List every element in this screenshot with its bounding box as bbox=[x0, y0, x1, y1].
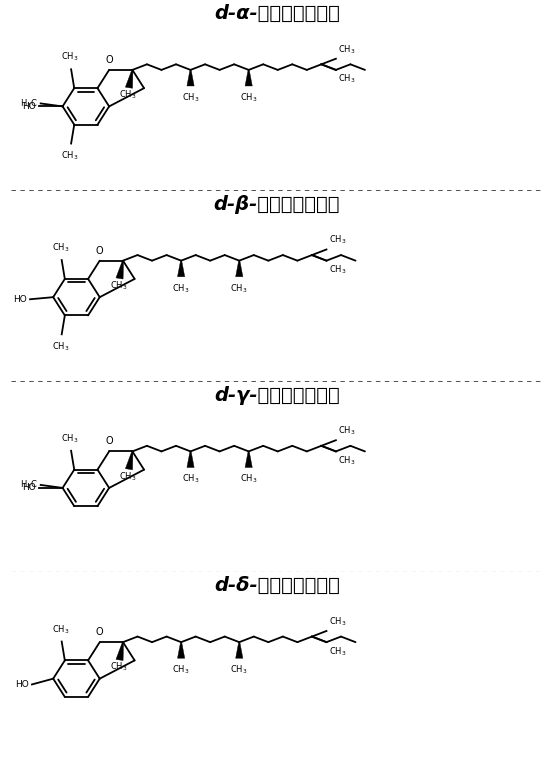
Text: CH$_3$: CH$_3$ bbox=[338, 425, 356, 437]
Text: CH$_3$: CH$_3$ bbox=[119, 89, 137, 101]
Text: CH$_3$: CH$_3$ bbox=[182, 92, 199, 104]
Text: CH$_3$: CH$_3$ bbox=[119, 470, 137, 483]
Text: d-α-トコフェロール: d-α-トコフェロール bbox=[214, 4, 340, 23]
Polygon shape bbox=[125, 452, 133, 470]
Text: CH$_3$: CH$_3$ bbox=[329, 616, 346, 628]
Text: H$_3$C: H$_3$C bbox=[19, 97, 37, 110]
Text: CH$_3$: CH$_3$ bbox=[240, 92, 258, 104]
Text: CH$_3$: CH$_3$ bbox=[172, 664, 190, 676]
Polygon shape bbox=[245, 70, 252, 86]
Text: d-β-トコフェロール: d-β-トコフェロール bbox=[214, 195, 340, 214]
Text: HO: HO bbox=[13, 295, 27, 304]
Text: CH$_3$: CH$_3$ bbox=[338, 455, 356, 467]
Text: HO: HO bbox=[22, 484, 36, 492]
Text: CH$_3$: CH$_3$ bbox=[230, 282, 248, 295]
Text: CH$_3$: CH$_3$ bbox=[338, 43, 356, 56]
Polygon shape bbox=[125, 70, 133, 89]
Text: d-γ-トコフェロール: d-γ-トコフェロール bbox=[214, 385, 340, 404]
Text: CH$_3$: CH$_3$ bbox=[329, 264, 346, 276]
Text: CH$_3$: CH$_3$ bbox=[61, 433, 79, 445]
Text: CH$_3$: CH$_3$ bbox=[52, 623, 69, 636]
Text: CH$_3$: CH$_3$ bbox=[240, 473, 258, 485]
Polygon shape bbox=[177, 261, 184, 277]
Polygon shape bbox=[187, 70, 194, 86]
Text: O: O bbox=[105, 55, 113, 65]
Text: CH$_3$: CH$_3$ bbox=[52, 340, 69, 353]
Text: CH$_3$: CH$_3$ bbox=[182, 473, 199, 485]
Text: d-δ-トコフェロール: d-δ-トコフェロール bbox=[214, 576, 340, 595]
Text: CH$_3$: CH$_3$ bbox=[329, 645, 346, 658]
Polygon shape bbox=[235, 261, 243, 277]
Text: H$_3$C: H$_3$C bbox=[19, 478, 37, 491]
Polygon shape bbox=[116, 261, 124, 279]
Text: CH$_3$: CH$_3$ bbox=[61, 150, 79, 162]
Text: CH$_3$: CH$_3$ bbox=[52, 242, 69, 254]
Text: O: O bbox=[96, 246, 104, 256]
Polygon shape bbox=[177, 642, 184, 658]
Text: HO: HO bbox=[22, 102, 36, 111]
Text: CH$_3$: CH$_3$ bbox=[329, 234, 346, 246]
Text: O: O bbox=[96, 627, 104, 637]
Text: CH$_3$: CH$_3$ bbox=[61, 51, 79, 63]
Polygon shape bbox=[116, 642, 124, 661]
Text: CH$_3$: CH$_3$ bbox=[230, 664, 248, 676]
Polygon shape bbox=[187, 452, 194, 468]
Text: O: O bbox=[105, 436, 113, 446]
Text: CH$_3$: CH$_3$ bbox=[172, 282, 190, 295]
Text: CH$_3$: CH$_3$ bbox=[110, 661, 127, 674]
Text: HO: HO bbox=[15, 680, 29, 689]
Polygon shape bbox=[245, 452, 252, 468]
Polygon shape bbox=[235, 642, 243, 658]
Text: CH$_3$: CH$_3$ bbox=[110, 279, 127, 292]
Text: CH$_3$: CH$_3$ bbox=[338, 73, 356, 85]
